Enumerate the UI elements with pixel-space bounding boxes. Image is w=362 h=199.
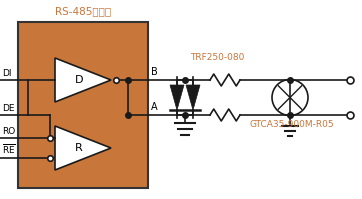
Bar <box>18 22 148 188</box>
Text: DI: DI <box>2 69 12 78</box>
Text: R: R <box>75 143 83 153</box>
Text: D: D <box>75 75 83 85</box>
Text: RS-485收發器: RS-485收發器 <box>55 6 111 16</box>
Text: A: A <box>151 102 157 112</box>
Polygon shape <box>55 58 111 102</box>
Text: B: B <box>151 67 158 77</box>
Text: RO: RO <box>2 127 15 136</box>
Polygon shape <box>186 85 200 110</box>
Polygon shape <box>55 126 111 170</box>
Text: DE: DE <box>2 104 14 113</box>
Text: TRF250-080: TRF250-080 <box>190 53 244 62</box>
Polygon shape <box>170 85 184 110</box>
Text: GTCA35-900M-R05: GTCA35-900M-R05 <box>250 120 334 129</box>
Text: $\overline{\mathrm{RE}}$: $\overline{\mathrm{RE}}$ <box>2 142 16 156</box>
